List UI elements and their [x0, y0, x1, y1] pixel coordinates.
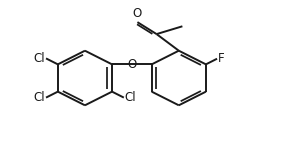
Text: Cl: Cl [33, 52, 44, 65]
Text: Cl: Cl [33, 91, 44, 104]
Text: F: F [218, 52, 225, 65]
Text: O: O [127, 58, 136, 71]
Text: Cl: Cl [125, 91, 136, 104]
Text: O: O [133, 7, 142, 20]
